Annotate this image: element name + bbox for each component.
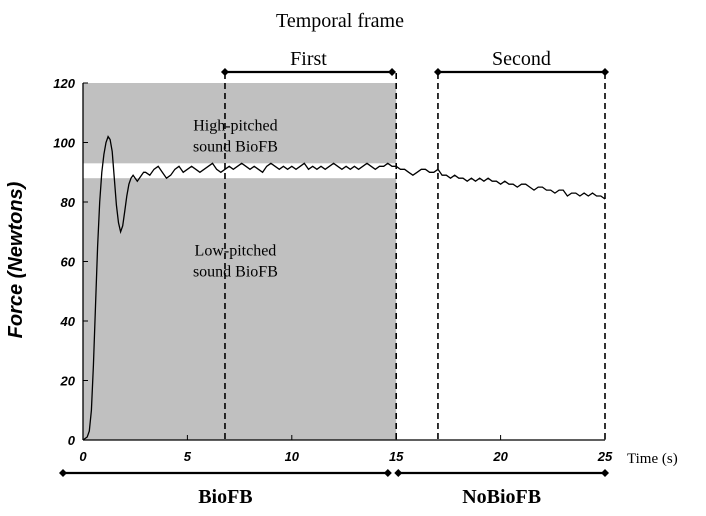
y-tick-label: 80: [61, 195, 76, 210]
y-tick-label: 100: [53, 136, 75, 151]
band-label-line: Low-pitched: [195, 243, 277, 260]
chart-title: Temporal frame: [276, 10, 404, 32]
biofb-shaded-region: [83, 83, 397, 440]
y-tick-label: 0: [68, 433, 76, 448]
band-label-line: sound BioFB: [193, 264, 278, 281]
frame-dashed-lines: [224, 73, 606, 440]
x-tick-label: 15: [389, 449, 404, 464]
band-labels: High-pitched sound BioFB Low-pitched sound …: [193, 118, 278, 281]
frame-bracket-end: [601, 68, 609, 76]
band-label-line: sound BioFB: [193, 139, 278, 156]
frame-label: Second: [492, 48, 551, 70]
phase-label: NoBioFB: [462, 486, 541, 508]
phase-bracket-end: [59, 469, 67, 477]
band-label: High-pitched sound BioFB: [193, 118, 278, 156]
x-axis-label: Time (s): [627, 451, 678, 467]
frame-bracket-end: [220, 68, 229, 76]
y-tick-label: 120: [53, 76, 75, 91]
x-tick-label: 0: [79, 449, 87, 464]
temporal-frames: First Second: [220, 48, 609, 76]
y-tick-label: 20: [60, 374, 76, 389]
x-tick-label: 25: [597, 449, 613, 464]
band-label: Low-pitched sound BioFB: [193, 243, 278, 281]
force-series-line: [82, 135, 606, 441]
frame-label: First: [290, 48, 327, 70]
phase-label: BioFB: [198, 486, 252, 508]
phase-bracket-end: [394, 469, 403, 477]
frame-bracket-end: [433, 68, 442, 76]
x-tick-label: 20: [492, 449, 508, 464]
y-tick-label: 60: [61, 255, 76, 270]
x-tick-label: 10: [285, 449, 300, 464]
plot-area: High-pitched sound BioFB Low-pitched sound …: [82, 73, 606, 441]
phase-bracket-end: [383, 469, 392, 477]
frame-bracket-end: [388, 68, 397, 76]
axes: 0 20 40 60 80 100 120 0 5 10 15 20 25: [53, 76, 613, 464]
band-label-line: High-pitched: [193, 118, 277, 135]
phase-brackets: BioFB NoBioFB: [59, 469, 609, 508]
phase-bracket-end: [601, 469, 609, 477]
y-axis-label: Force (Newtons): [5, 181, 27, 338]
target-force-band: [83, 163, 397, 179]
y-tick-label: 40: [60, 314, 76, 329]
x-tick-label: 5: [184, 449, 192, 464]
